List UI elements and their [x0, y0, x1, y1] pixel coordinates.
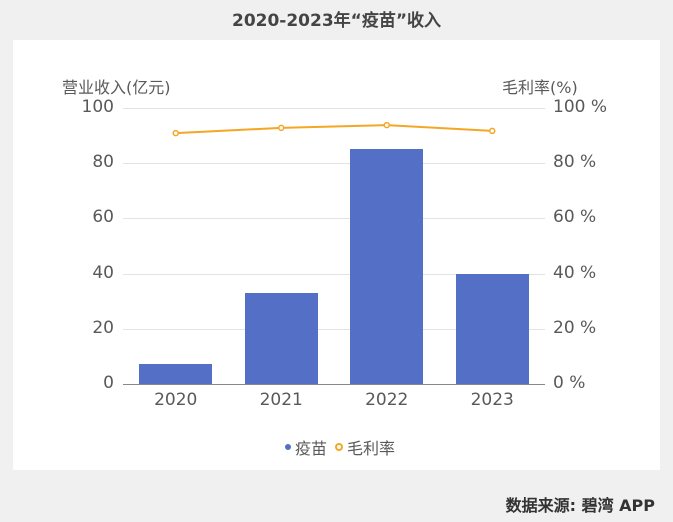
bar-2021	[244, 292, 318, 384]
gridline	[123, 163, 545, 165]
legend-bar-label: 疫苗	[295, 439, 328, 458]
line-point	[172, 129, 179, 137]
gridline	[123, 218, 545, 220]
left-tick-label: 100	[81, 97, 114, 117]
left-tick-label: 20	[92, 317, 114, 338]
right-tick-label: 60 %	[553, 207, 597, 228]
data-source: 数据来源: 碧湾 APP	[505, 496, 655, 515]
bar-2023	[455, 274, 529, 384]
x-tick-label: 2021	[259, 390, 303, 410]
gridline	[123, 328, 545, 330]
gridline	[123, 108, 545, 109]
line-point	[383, 121, 390, 129]
x-tick-label: 2020	[154, 390, 198, 410]
line-point	[278, 124, 285, 132]
gridline	[123, 384, 545, 385]
right-tick-label: 20 %	[553, 317, 597, 338]
left-tick-label: 0	[103, 373, 114, 393]
bar-2020	[139, 364, 213, 384]
chart-title: 2020-2023年“疫苗”收入	[231, 11, 442, 31]
chart-panel	[13, 40, 660, 470]
gridline	[123, 273, 545, 275]
line-point	[489, 127, 496, 135]
left-tick-label: 40	[92, 262, 114, 283]
left-tick-label: 60	[92, 207, 114, 228]
x-tick-label: 2023	[470, 390, 514, 410]
legend: 疫苗 毛利率	[285, 435, 395, 459]
right-tick-label: 40 %	[553, 262, 597, 283]
legend-line-marker-icon	[335, 443, 344, 451]
legend-line-label: 毛利率	[347, 439, 396, 458]
right-tick-label: 80 %	[553, 152, 597, 173]
left-tick-label: 80	[92, 152, 114, 173]
legend-bar-marker-icon	[285, 444, 291, 450]
right-axis-title: 毛利率(%)	[502, 78, 578, 97]
left-axis-title: 营业收入(亿元)	[62, 78, 171, 97]
right-tick-label: 100 %	[553, 97, 608, 117]
bar-2022	[350, 149, 424, 384]
x-tick-label: 2022	[365, 390, 409, 410]
right-tick-label: 0 %	[553, 373, 586, 393]
